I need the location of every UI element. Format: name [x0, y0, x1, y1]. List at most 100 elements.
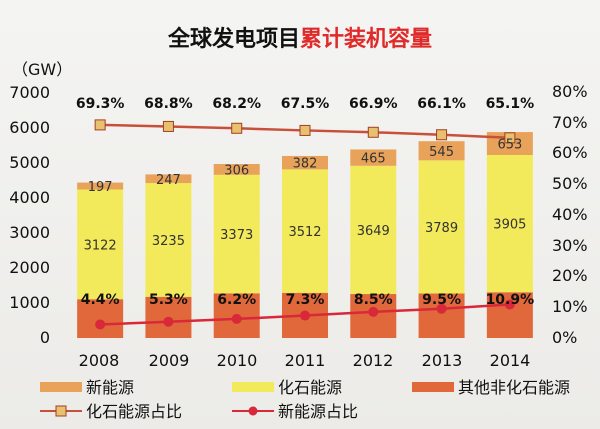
y-axis-right: 0% 10% 20% 30% 40% 50% 60% 70% 80% — [552, 82, 588, 347]
fossil-value-label: 3649 — [357, 224, 390, 239]
bar-other — [418, 293, 465, 338]
new-share-point — [300, 310, 310, 321]
new-share-label: 4.4% — [81, 292, 120, 308]
fossil-share-label: 66.1% — [417, 96, 466, 112]
bar-fossil — [77, 189, 124, 300]
bars-group — [77, 132, 533, 338]
new-share-label: 7.3% — [286, 292, 325, 308]
fossil-share-label: 66.9% — [349, 96, 398, 112]
legend-label-fossil: 化石能源 — [278, 378, 342, 397]
new-share-label: 6.2% — [217, 292, 256, 308]
fossil-value-label: 3905 — [493, 218, 526, 233]
x-tick: 2008 — [79, 351, 120, 370]
bar-fossil — [350, 165, 397, 295]
legend-marker-fossil-share — [55, 405, 67, 417]
new-share-label: 9.5% — [422, 292, 461, 308]
fossil-share-label: 67.5% — [281, 96, 330, 112]
x-tick: 2010 — [217, 351, 258, 370]
fossil-share-point — [162, 120, 174, 132]
legend-swatch-other — [412, 382, 454, 392]
y2-tick: 10% — [552, 297, 588, 316]
legend-marker-new-share — [248, 406, 258, 416]
legend-label-new-share: 新能源占比 — [278, 402, 358, 421]
legend-label-fossil-share: 化石能源占比 — [86, 402, 182, 421]
x-tick: 2013 — [422, 351, 463, 370]
legend-item-other: 其他非化石能源 — [412, 378, 570, 397]
legend-swatch-fossil — [232, 382, 274, 392]
fossil-share-point — [94, 119, 106, 131]
y-tick: 1000 — [9, 293, 50, 312]
lines-group — [94, 119, 516, 330]
legend-item-fossil: 化石能源 — [232, 378, 342, 397]
new-value-label: 465 — [361, 152, 386, 167]
y2-tick: 80% — [552, 82, 588, 101]
new-share-label: 8.5% — [354, 292, 393, 308]
fossil-value-label: 3122 — [84, 238, 117, 253]
bar-fossil — [486, 155, 533, 293]
legend-item-new: 新能源 — [40, 378, 134, 397]
y-tick: 3000 — [9, 223, 50, 242]
legend-swatch-new — [40, 382, 82, 392]
x-axis: 2008 2009 2010 2011 2012 2013 2014 — [79, 351, 531, 370]
fossil-share-label: 68.8% — [144, 96, 193, 112]
y-tick: 6000 — [9, 118, 50, 137]
new-share-point — [504, 299, 515, 310]
legend-label-new: 新能源 — [86, 378, 134, 397]
new-value-label: 197 — [88, 180, 113, 195]
bar-new — [145, 174, 192, 184]
y-axis-label: （GW） — [12, 60, 72, 79]
fossil-share-point — [231, 122, 243, 134]
new-value-label: 247 — [156, 173, 181, 188]
fossil-share-label: 65.1% — [486, 96, 535, 112]
new-share-point — [368, 306, 379, 317]
fossil-share-point — [367, 126, 379, 138]
y-tick: 0 — [40, 328, 50, 347]
new-value-label: 545 — [429, 145, 454, 160]
y-tick: 7000 — [9, 83, 50, 102]
fossil-share-point — [504, 132, 516, 144]
x-tick: 2012 — [353, 351, 394, 370]
y2-tick: 60% — [552, 143, 588, 162]
y2-tick: 70% — [552, 113, 588, 132]
new-share-point — [436, 303, 447, 314]
new-share-label: 5.3% — [149, 292, 188, 308]
new-value-label: 653 — [497, 138, 522, 153]
bar-fossil — [213, 174, 260, 294]
y2-tick: 50% — [552, 174, 588, 193]
fossil-value-label: 3512 — [288, 225, 321, 240]
labels-group: 3122 197 3235 247 3373 306 3512 382 3649 465 3789 5… — [76, 96, 534, 308]
fossil-share-label: 69.3% — [76, 96, 125, 112]
y2-tick: 40% — [552, 205, 588, 224]
y2-tick: 30% — [552, 236, 588, 255]
fossil-value-label: 3373 — [220, 228, 253, 243]
x-tick: 2014 — [490, 351, 531, 370]
y-axis-left: 0 1000 2000 3000 4000 5000 6000 7000 — [9, 83, 50, 347]
bar-new — [418, 141, 465, 161]
y2-tick: 0% — [552, 328, 577, 347]
bar-new — [350, 149, 397, 166]
bar-fossil — [282, 169, 328, 293]
y2-tick: 20% — [552, 266, 588, 285]
new-value-label: 306 — [224, 163, 249, 178]
legend-item-fossil-share: 化石能源占比 — [40, 402, 182, 421]
bar-new — [213, 164, 260, 175]
fossil-share-point — [436, 129, 448, 141]
legend: 新能源 化石能源 其他非化石能源 化石能源占比 新能源占比 — [40, 378, 570, 421]
chart-title-part1: 全球发电项目 — [167, 26, 300, 52]
fossil-share-label: 68.2% — [212, 96, 261, 112]
new-share-point — [231, 313, 242, 324]
y-tick: 5000 — [9, 153, 50, 172]
bar-other — [77, 299, 124, 338]
legend-label-other: 其他非化石能源 — [458, 378, 570, 397]
new-share-point — [95, 319, 106, 330]
chart-title: 全球发电项目累计装机容量 — [167, 26, 432, 52]
chart-title-part2: 累计装机容量 — [300, 26, 432, 52]
bar-fossil — [418, 160, 465, 294]
bar-fossil — [145, 183, 192, 297]
new-value-label: 382 — [293, 157, 318, 172]
fossil-share-point — [299, 124, 311, 136]
y-tick: 4000 — [9, 188, 50, 207]
y-tick: 2000 — [9, 258, 50, 277]
new-share-label: 10.9% — [486, 292, 535, 308]
